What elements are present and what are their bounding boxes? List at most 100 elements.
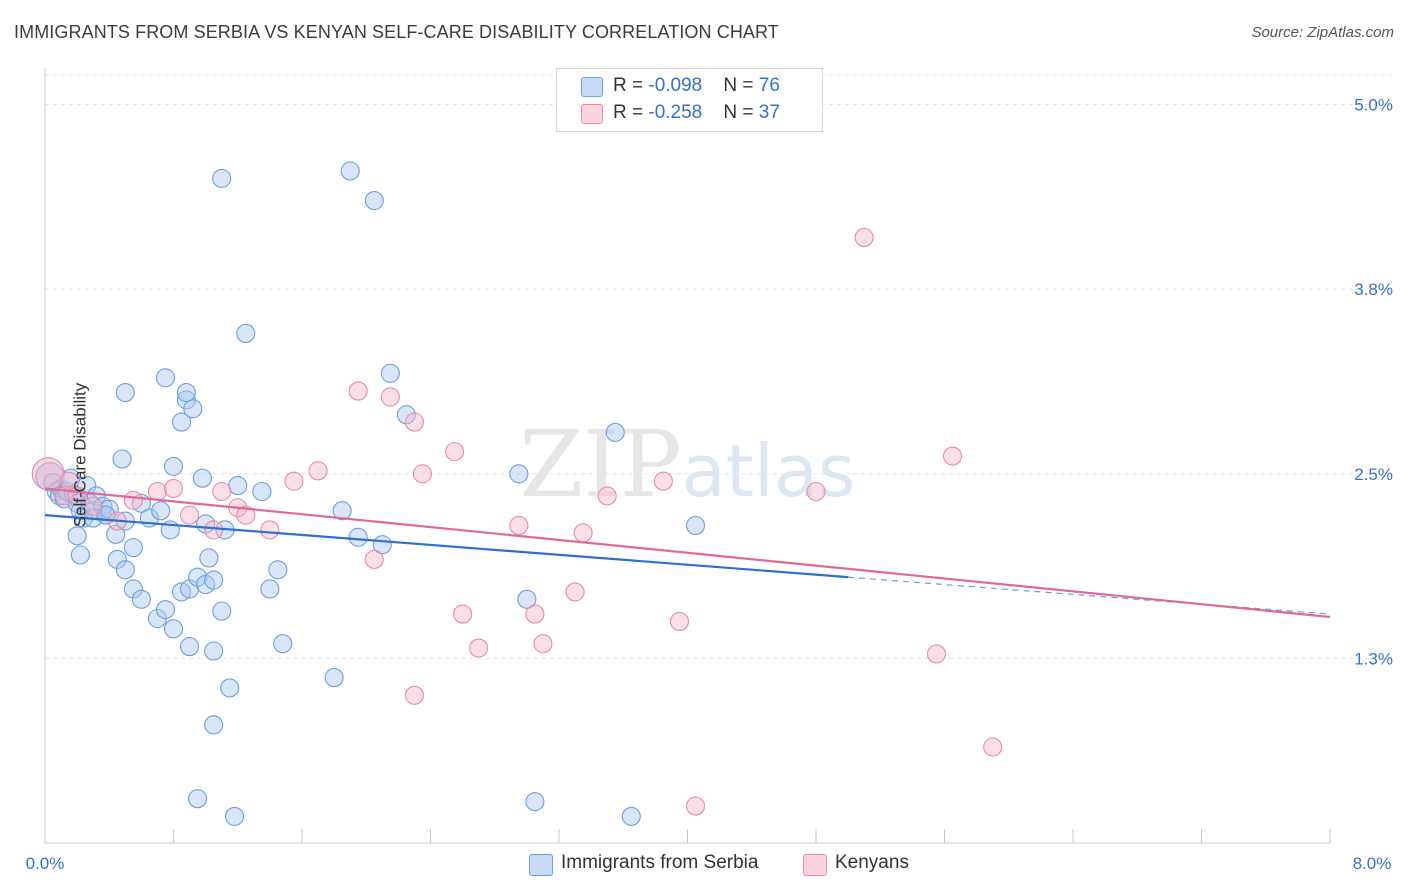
serbia-point <box>155 600 176 620</box>
serbia-point <box>220 678 240 698</box>
legend-n-label: N = <box>723 102 759 123</box>
kenyan-point <box>412 464 433 484</box>
kenyan-point <box>854 227 874 248</box>
serbia-point <box>224 806 245 826</box>
bottom-legend-label-serbia: Immigrants from Serbia <box>561 852 759 873</box>
correlation-legend: R = -0.098 N = 76 R = -0.258 N = 37 <box>556 68 823 132</box>
serbia-point <box>115 560 135 580</box>
kenyan-point <box>533 634 553 654</box>
kenyan-point <box>806 481 826 502</box>
kenyan-point <box>260 520 280 540</box>
legend-swatch-serbia <box>581 77 603 97</box>
kenyan-point <box>147 481 167 502</box>
source-label: Source: ZipAtlas.com <box>1251 24 1394 41</box>
serbia-point <box>176 382 196 403</box>
serbia-point <box>268 560 288 580</box>
serbia-point <box>525 792 545 812</box>
serbia-point <box>517 589 537 609</box>
kenyan-point <box>597 486 617 506</box>
y-axis-label: Self-Care Disability <box>70 382 90 528</box>
kenyan-point <box>469 638 489 658</box>
kenyan-point <box>669 611 690 632</box>
kenyan-point <box>31 457 65 491</box>
serbia-trend-extension <box>848 576 1331 615</box>
serbia-point <box>188 789 208 809</box>
legend-r-value-serbia: -0.098 <box>648 75 703 96</box>
kenyan-point <box>926 644 947 664</box>
y-tick-label: 5.0% <box>1354 96 1393 115</box>
kenyan-point <box>525 604 545 624</box>
kenyan-point <box>163 478 184 499</box>
serbia-point <box>364 190 384 211</box>
y-tick-label: 3.8% <box>1354 280 1393 299</box>
bottom-legend-swatch-kenyans <box>803 854 827 876</box>
serbia-point <box>685 515 706 536</box>
serbia-point <box>151 501 171 521</box>
serbia-point <box>192 468 212 488</box>
bottom-legend-label-kenyans: Kenyans <box>835 852 909 873</box>
serbia-point <box>324 668 344 688</box>
kenyan-point <box>942 446 963 466</box>
serbia-point <box>86 486 106 506</box>
serbia-point <box>605 422 625 442</box>
kenyan-point <box>380 387 400 407</box>
bottom-legend-swatch-serbia <box>529 854 553 876</box>
kenyan-point <box>180 505 200 525</box>
serbia-point <box>123 579 143 599</box>
serbia-point <box>183 399 203 419</box>
kenyan-point <box>404 412 424 432</box>
x-tick-label-min: 0.0% <box>26 854 65 873</box>
y-tick-label: 1.3% <box>1354 649 1393 668</box>
x-tick-label-max: 8.0% <box>1353 854 1392 873</box>
serbia-point <box>273 634 293 654</box>
serbia-point <box>123 538 143 558</box>
kenyan-point <box>573 523 593 543</box>
serbia-trend-line <box>44 514 849 579</box>
serbia-point <box>112 449 132 469</box>
legend-swatch-kenyans <box>581 104 603 124</box>
serbia-point <box>115 382 135 403</box>
serbia-point <box>252 481 272 502</box>
serbia-point <box>228 476 248 496</box>
kenyan-point <box>83 496 103 516</box>
kenyan-point <box>236 505 256 525</box>
kenyan-point <box>653 471 673 491</box>
kenyan-point <box>453 604 473 624</box>
kenyan-point <box>284 471 304 491</box>
kenyan-point <box>685 796 706 816</box>
legend-r-label: R = <box>613 75 649 96</box>
serbia-point <box>260 579 280 599</box>
serbia-point <box>70 545 90 565</box>
legend-r-label: R = <box>613 102 649 123</box>
serbia-point <box>163 456 184 476</box>
legend-n-value-serbia: 76 <box>758 75 780 96</box>
kenyan-point <box>123 490 143 510</box>
serbia-point <box>509 464 529 484</box>
serbia-point <box>107 549 127 569</box>
serbia-point <box>340 161 360 181</box>
serbia-point <box>396 405 416 425</box>
kenyan-point <box>509 515 529 536</box>
serbia-point <box>131 589 151 609</box>
legend-r-value-kenyans: -0.258 <box>648 102 703 123</box>
serbia-point <box>67 526 87 546</box>
y-tick-label: 2.5% <box>1354 465 1393 484</box>
serbia-point <box>171 412 192 432</box>
serbia-point <box>204 641 224 661</box>
serbia-point <box>212 168 232 188</box>
serbia-point <box>163 619 184 639</box>
serbia-point <box>188 567 208 587</box>
serbia-point <box>348 527 368 547</box>
kenyan-point <box>445 442 465 462</box>
kenyan-point <box>212 481 232 502</box>
serbia-point <box>204 570 224 590</box>
watermark: ZIPatlas <box>519 411 855 518</box>
serbia-point <box>332 501 352 521</box>
legend-n-value-kenyans: 37 <box>758 102 780 123</box>
serbia-point <box>204 715 224 735</box>
kenyan-point <box>364 549 384 569</box>
serbia-point <box>199 548 219 568</box>
kenyan-point <box>983 737 1003 757</box>
serbia-point <box>155 368 176 388</box>
